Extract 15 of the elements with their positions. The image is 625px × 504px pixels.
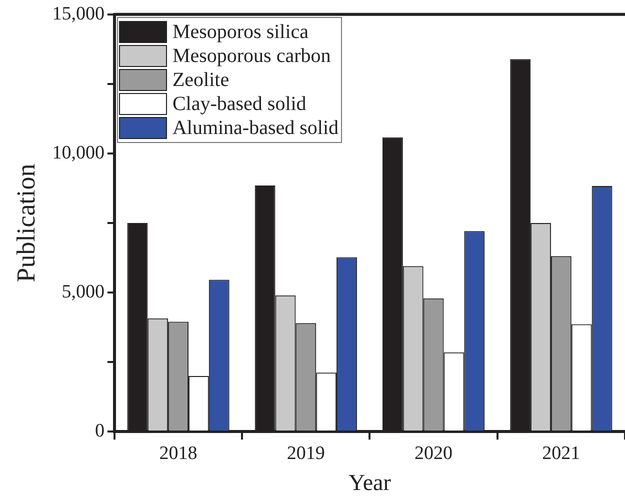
y-tick-label: 0 xyxy=(94,420,104,442)
legend-label: Alumina-based solid xyxy=(172,116,339,140)
x-tick-label: 2020 xyxy=(414,442,453,464)
y-axis-title: Publication xyxy=(11,164,40,282)
x-tick-label: 2018 xyxy=(159,442,198,464)
y-tick-label: 10,000 xyxy=(52,142,104,164)
text: 5,000 xyxy=(62,282,104,303)
legend-label: Clay-based solid xyxy=(172,92,306,116)
legend-label: Zeolite xyxy=(172,68,230,92)
legend-label: Mesoporos silica xyxy=(172,20,309,44)
x-axis-title: Year xyxy=(348,470,392,496)
x-tick-label: 2021 xyxy=(542,442,580,464)
y-tick-label: 15,000 xyxy=(52,3,104,24)
legend-label: Mesoporous carbon xyxy=(172,44,331,68)
x-tick-label: 2019 xyxy=(286,442,325,464)
